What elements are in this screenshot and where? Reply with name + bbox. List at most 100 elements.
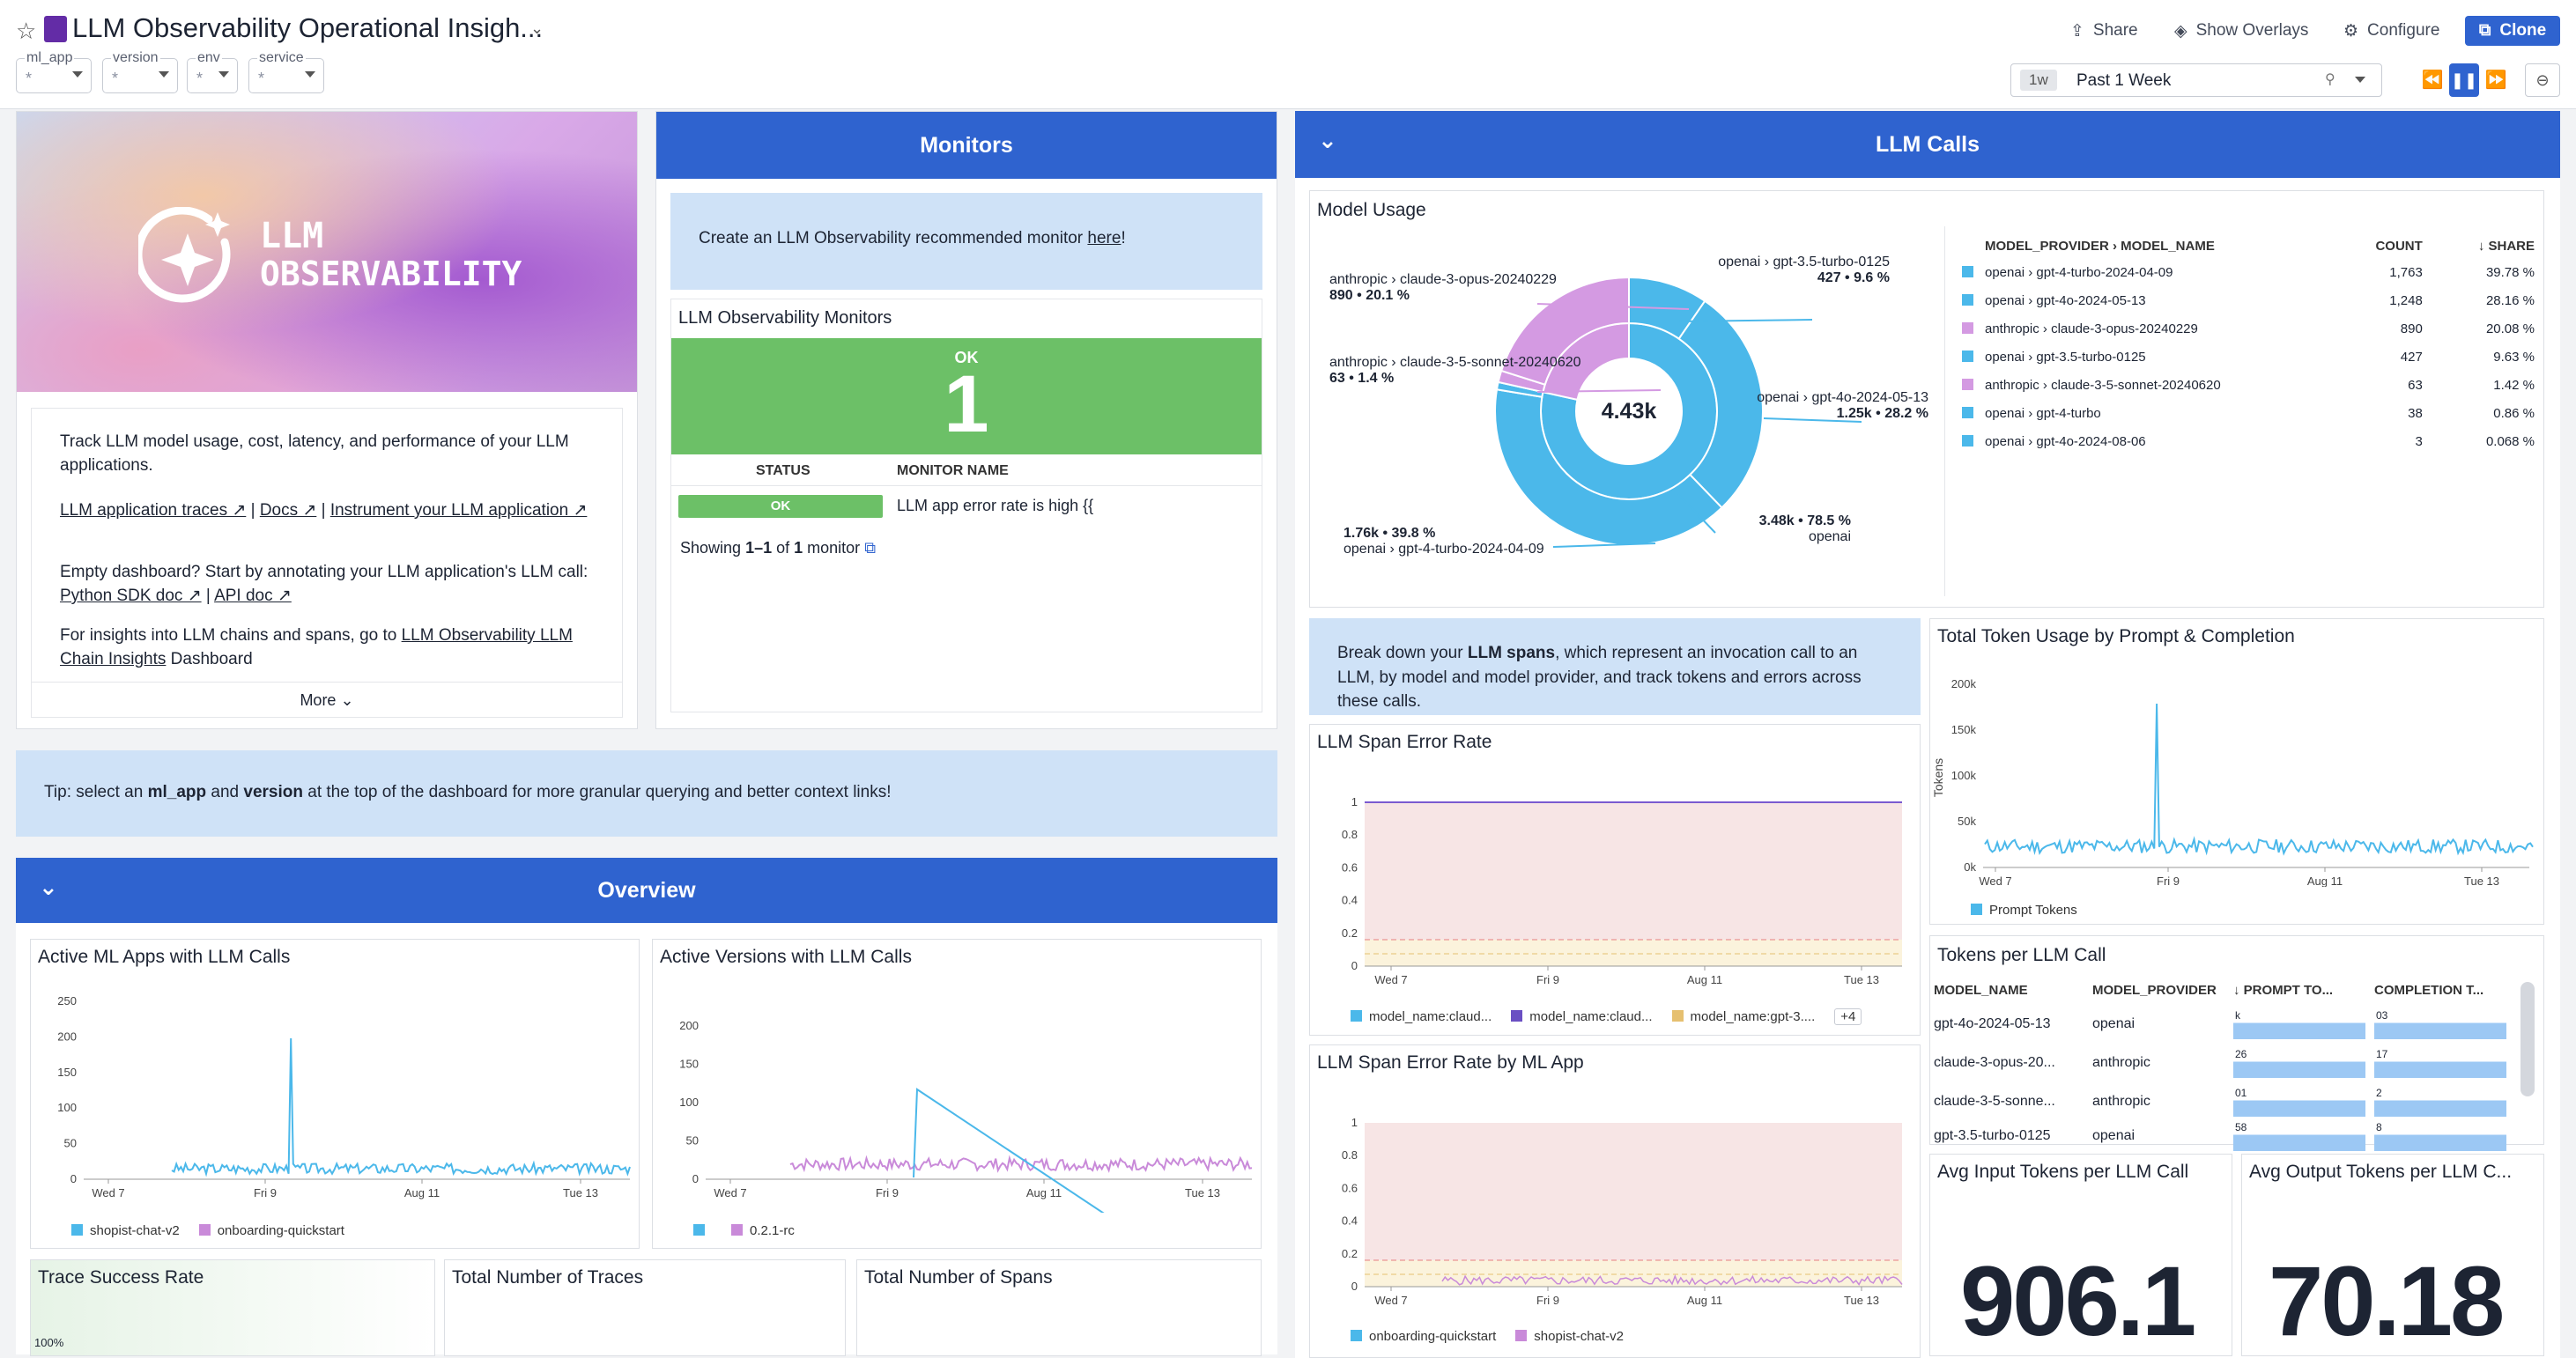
rewind-button[interactable]: ⏪ bbox=[2421, 70, 2444, 90]
y-axis: 250 200 150 100 50 0 bbox=[57, 994, 630, 1185]
model-usage-donut[interactable]: 4.43k bbox=[1310, 226, 1944, 605]
count-cell: 427 bbox=[2400, 349, 2423, 365]
time-badge: 1w bbox=[2020, 70, 2057, 91]
overview-header[interactable]: ⌄ Overview bbox=[16, 858, 1277, 923]
links-paragraph: LLM application traces ↗ | Docs ↗ | Inst… bbox=[60, 498, 606, 522]
traces-link[interactable]: LLM application traces ↗ bbox=[60, 501, 247, 520]
table-row[interactable]: claude-3-5-sonne... anthropic 01 2 bbox=[1934, 1082, 2515, 1121]
legend-item: Prompt Tokens bbox=[1971, 903, 2077, 918]
model-cell: anthropic › claude-3-opus-20240229 bbox=[1985, 321, 2198, 336]
instrument-link[interactable]: Instrument your LLM application ↗ bbox=[329, 501, 588, 520]
var-value: * bbox=[258, 70, 265, 87]
llm-calls-header[interactable]: ⌄ LLM Calls bbox=[1295, 111, 2560, 178]
legend-item: 0.2.1-rc bbox=[731, 1223, 795, 1238]
y-tick-label: 150 bbox=[57, 1066, 77, 1079]
y-tick-label: 0 bbox=[1351, 1280, 1358, 1293]
table-row[interactable]: openai › gpt-3.5-turbo-0125 427 9.63 % bbox=[1962, 343, 2535, 371]
active-apps-chart[interactable]: 250 200 150 100 50 0 Wed 7 Fri 9 Aug 11 Tue 13 bbox=[31, 975, 639, 1213]
sparkline-label: 8 bbox=[2376, 1121, 2382, 1133]
model-cell: openai › gpt-4-turbo-2024-04-09 bbox=[1985, 264, 2173, 280]
title-dropdown-icon[interactable]: ⌄ bbox=[530, 19, 544, 37]
separator: | bbox=[246, 501, 260, 520]
x-tick-label: Aug 11 bbox=[404, 1186, 440, 1199]
span-error-chart[interactable]: 1 0.8 0.6 0.4 0.2 0 Wed 7 Fri 9 Aug 11 Tue 13 bbox=[1310, 760, 1920, 998]
external-link-icon[interactable]: ⧉ bbox=[864, 539, 877, 557]
table-row[interactable]: openai › gpt-4o-2024-08-06 3 0.068 % bbox=[1962, 427, 2535, 455]
x-tick-label: Tue 13 bbox=[1844, 973, 1879, 986]
show-overlays-button[interactable]: ◈ Show Overlays bbox=[2174, 21, 2309, 41]
docs-link[interactable]: Docs ↗ bbox=[259, 501, 317, 520]
y-axis: 200 150 100 50 0 bbox=[679, 1019, 1252, 1185]
active-versions-chart[interactable]: 200 150 100 50 0 Wed 7 Fri 9 Aug 11 Tue 13 bbox=[653, 975, 1261, 1213]
avg-output-widget: Avg Output Tokens per LLM C... 70.18 bbox=[2241, 1154, 2544, 1356]
ok-summary[interactable]: OK 1 bbox=[671, 338, 1262, 454]
y-tick-label: 0.6 bbox=[1342, 1181, 1358, 1194]
here-link[interactable]: here bbox=[1087, 229, 1121, 247]
pause-button[interactable]: ❚❚ bbox=[2449, 63, 2479, 97]
y-tick-label: 100k bbox=[1951, 769, 1977, 782]
y-tick-label: 200k bbox=[1951, 677, 1977, 690]
col-count: COUNT bbox=[2375, 238, 2423, 254]
showing-count: Showing 1–1 of 1 monitor ⧉ bbox=[680, 539, 877, 557]
y-tick-label: 0.4 bbox=[1342, 1214, 1358, 1228]
leader-line bbox=[1536, 303, 1690, 310]
var-version[interactable]: version * bbox=[102, 50, 178, 93]
table-row[interactable]: gpt-3.5-turbo-0125 openai 58 8 bbox=[1934, 1121, 2515, 1151]
sort-desc-icon: ↓ bbox=[2477, 238, 2489, 254]
insights-link[interactable]: LLM Observability LLM Chain Insights bbox=[60, 626, 573, 668]
count-cell: 63 bbox=[2408, 377, 2423, 393]
time-label: Past 1 Week bbox=[2076, 71, 2172, 90]
sparkline-label: 03 bbox=[2376, 1009, 2388, 1022]
zoom-out-button[interactable]: ⊖ bbox=[2525, 63, 2560, 97]
scrollbar[interactable] bbox=[2520, 982, 2535, 1096]
sparkline-label: 17 bbox=[2376, 1048, 2388, 1060]
x-tick-label: Fri 9 bbox=[1536, 1294, 1559, 1307]
col-model-name: MODEL_NAME bbox=[1934, 982, 2028, 998]
configure-button[interactable]: ⚙ Configure bbox=[2343, 21, 2440, 41]
python-sdk-link[interactable]: Python SDK doc ↗ bbox=[60, 587, 202, 605]
more-button[interactable]: More ⌄ bbox=[32, 682, 622, 717]
y-tick-label: 150 bbox=[679, 1058, 699, 1071]
table-row[interactable]: anthropic › claude-3-5-sonnet-20240620 6… bbox=[1962, 371, 2535, 399]
var-ml-app[interactable]: ml_app * bbox=[16, 50, 92, 93]
forward-button[interactable]: ⏩ bbox=[2484, 70, 2507, 90]
var-service[interactable]: service * bbox=[248, 50, 324, 93]
y-tick-label: 50 bbox=[64, 1137, 77, 1150]
time-picker[interactable]: 1w Past 1 Week ⚲ bbox=[2010, 63, 2382, 97]
table-row[interactable]: gpt-4o-2024-05-13 openai k 03 bbox=[1934, 1005, 2515, 1044]
table-row[interactable]: openai › gpt-4o-2024-05-13 1,248 28.16 % bbox=[1962, 286, 2535, 314]
table-row[interactable]: openai › gpt-4-turbo 38 0.86 % bbox=[1962, 399, 2535, 427]
dashboard-title[interactable]: LLM Observability Operational Insigh... bbox=[72, 12, 544, 43]
monitors-widget: Monitors Create an LLM Observability rec… bbox=[655, 111, 1277, 729]
error-threshold-band bbox=[1365, 1123, 1902, 1287]
x-tick-label: Wed 7 bbox=[1374, 1294, 1407, 1307]
model-cell: openai › gpt-4o-2024-05-13 bbox=[1985, 292, 2146, 308]
span-error-app-chart[interactable]: 1 0.8 0.6 0.4 0.2 0 Wed 7 Fri 9 Aug 11 Tue 13 bbox=[1310, 1081, 1920, 1318]
api-doc-link[interactable]: API doc ↗ bbox=[214, 587, 292, 605]
y-tick-label: 100 bbox=[679, 1096, 699, 1109]
var-env[interactable]: env * bbox=[187, 50, 238, 93]
table-row[interactable]: claude-3-opus-20... anthropic 26 17 bbox=[1934, 1044, 2515, 1082]
share-button[interactable]: ⇪ Share bbox=[2070, 21, 2138, 41]
y-tick-label: 0.6 bbox=[1342, 860, 1358, 874]
span-error-app-widget: LLM Span Error Rate by ML App 1 0.8 0.6 0.4… bbox=[1309, 1044, 1921, 1358]
leader-line bbox=[1552, 542, 1656, 548]
clone-button[interactable]: ⧉ Clone bbox=[2465, 16, 2560, 46]
table-row[interactable]: anthropic › claude-3-opus-20240229 890 2… bbox=[1962, 314, 2535, 343]
x-tick-label: Wed 7 bbox=[714, 1186, 746, 1199]
star-icon[interactable]: ☆ bbox=[16, 18, 37, 44]
x-tick-label: Aug 11 bbox=[1687, 973, 1722, 986]
legend-more-button[interactable]: +4 bbox=[1834, 1008, 1862, 1025]
token-usage-chart[interactable]: 200k 150k 100k 50k 0k Wed 7 Fri 9 Aug 11 Tue 13… bbox=[1930, 654, 2543, 887]
color-swatch bbox=[1962, 399, 1985, 427]
y-axis: 1 0.8 0.6 0.4 0.2 0 bbox=[1342, 795, 1902, 972]
trace-success-widget: Trace Success Rate 100% bbox=[30, 1259, 435, 1356]
count-cell: 1,763 bbox=[2389, 264, 2423, 280]
model-usage-title: Model Usage bbox=[1317, 200, 1426, 220]
monitor-row-name[interactable]: LLM app error rate is high {{ bbox=[897, 497, 1094, 514]
y-tick-label: 150k bbox=[1951, 723, 1977, 736]
table-row[interactable]: openai › gpt-4-turbo-2024-04-09 1,763 39… bbox=[1962, 258, 2535, 286]
sparkline-label: 2 bbox=[2376, 1087, 2382, 1099]
y-axis-label: Tokens bbox=[1931, 758, 1945, 797]
x-tick-label: Fri 9 bbox=[254, 1186, 277, 1199]
